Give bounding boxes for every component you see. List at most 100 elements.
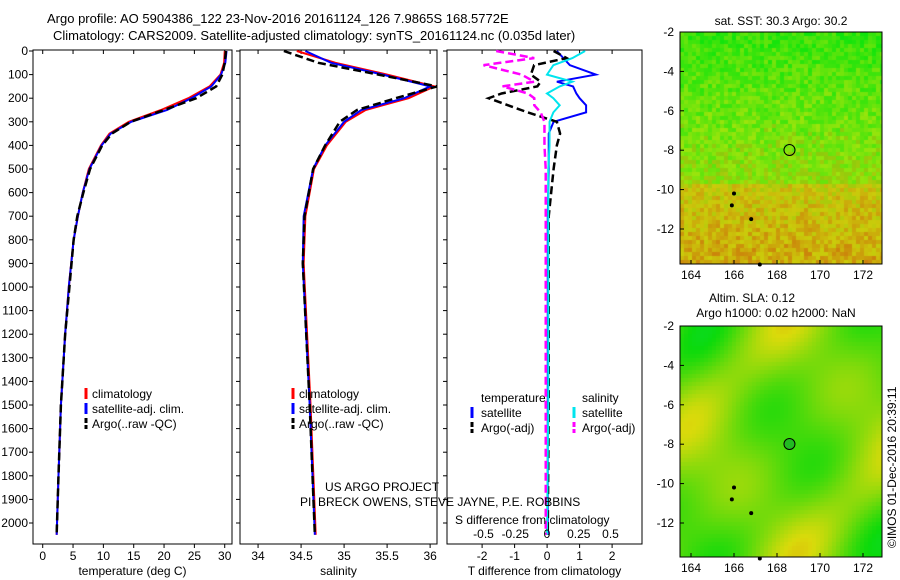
s-tick-label: 0.25 [567, 527, 591, 541]
x-tick-label: 30 [218, 549, 232, 563]
y-tick-label: 900 [8, 256, 28, 270]
island-marker [732, 191, 736, 196]
island-marker [729, 203, 734, 208]
series-line-s-satellite [545, 50, 586, 535]
series-line-t-argo-adj- [484, 49, 571, 535]
legend-label: Argo(..raw -QC) [299, 417, 384, 431]
y-tick-label: 1400 [1, 374, 28, 388]
island-marker [749, 511, 754, 516]
map-y-tick-label: -12 [657, 222, 675, 236]
legend-label: satellite [582, 406, 623, 420]
series-line-s-argo-adj- [483, 49, 547, 535]
island-marker [757, 262, 762, 267]
map-y-tick-label: -6 [663, 104, 674, 118]
x-tick-label: -2 [477, 549, 488, 563]
sst-map [680, 32, 882, 264]
legend-label: Argo(-adj) [481, 421, 534, 435]
map-x-tick-label: 164 [681, 561, 701, 575]
y-tick-label: 1300 [1, 351, 28, 365]
x-tick-label: 20 [157, 549, 171, 563]
x-tick-label: 25 [188, 549, 202, 563]
series-line-argo-raw-qc- [283, 49, 438, 535]
x-tick-label: 36 [423, 549, 437, 563]
map-frame [679, 325, 883, 558]
plot-frame-2 [446, 49, 643, 545]
series-line-argo-raw-qc- [55, 50, 228, 535]
map-title: sat. SST: 30.3 Argo: 30.2 [715, 14, 848, 28]
plot-frame-0 [32, 49, 233, 545]
x-tick-label: -1 [509, 549, 520, 563]
pi-text: PI: BRECK OWENS, STEVE JAYNE, P.E. ROBBI… [300, 495, 580, 509]
map-y-tick-label: -2 [663, 25, 674, 39]
s-tick-label: -0.5 [473, 527, 494, 541]
map-x-tick-label: 164 [681, 268, 701, 282]
y-tick-label: 0 [21, 44, 28, 58]
x-tick-label: 0 [39, 549, 46, 563]
x-tick-label: 5 [70, 549, 77, 563]
legend-label: climatology [92, 387, 152, 401]
map-x-tick-label: 166 [724, 268, 744, 282]
legend-label: satellite-adj. clim. [299, 402, 391, 416]
y-tick-label: 700 [8, 209, 28, 223]
x-tick-label: 1 [576, 549, 583, 563]
map-y-tick-label: -8 [663, 437, 674, 451]
map-subtitle: Argo h1000: 0.02 h2000: NaN [696, 306, 855, 320]
series-line-climatology [55, 50, 226, 535]
map-y-tick-label: -4 [663, 64, 674, 78]
legend-label: Argo(..raw -QC) [92, 417, 177, 431]
y-tick-label: 1100 [2, 304, 28, 318]
x-axis-label: salinity [320, 564, 357, 578]
x-tick-label: 10 [97, 549, 111, 563]
s-tick-label: -0.25 [502, 527, 530, 541]
credit-text: US ARGO PROJECT [325, 480, 440, 494]
series-line-satellite-adj-clim- [55, 50, 228, 535]
x-tick-label: 35 [337, 549, 351, 563]
y-tick-label: 1700 [1, 445, 28, 459]
y-tick-label: 2000 [1, 516, 28, 530]
y-tick-label: 1000 [1, 280, 28, 294]
map-x-tick-label: 172 [853, 561, 873, 575]
y-tick-label: 1900 [1, 492, 28, 506]
x-tick-label: 34 [251, 549, 265, 563]
map-y-tick-label: -6 [663, 398, 674, 412]
title-line2: Climatology: CARS2009. Satellite-adjuste… [53, 28, 576, 43]
map-x-tick-label: 170 [810, 561, 830, 575]
y-tick-label: 1500 [1, 398, 28, 412]
map-y-tick-label: -8 [663, 143, 674, 157]
y-tick-label: 1600 [1, 422, 28, 436]
plot-frame-1 [239, 49, 438, 545]
y-tick-label: 1800 [1, 469, 28, 483]
series-line-satellite-adj-clim- [301, 50, 434, 535]
s-tick-label: 0 [544, 527, 551, 541]
x-tick-label: 35.5 [375, 549, 399, 563]
x-axis-label: T difference from climatology [468, 564, 622, 578]
map-frame [679, 31, 883, 265]
legend-label: satellite-adj. clim. [92, 402, 184, 416]
map-y-tick-label: -10 [657, 477, 675, 491]
y-tick-label: 500 [8, 162, 28, 176]
map-y-tick-label: -2 [663, 319, 674, 333]
x-axis-label: temperature (deg C) [78, 564, 186, 578]
map-x-tick-label: 168 [767, 561, 787, 575]
timestamp-stamp: ©IMOS 01-Dec-2016 20:39:11 [885, 386, 899, 548]
map-x-tick-label: 168 [767, 268, 787, 282]
x-tick-label: 34.5 [289, 549, 313, 563]
legend-title-salinity: salinity [582, 391, 619, 405]
legend-label: satellite [481, 406, 522, 420]
map-y-tick-label: -10 [657, 183, 675, 197]
sla-map [680, 326, 882, 557]
island-marker [729, 497, 734, 502]
x-tick-label: 0 [544, 549, 551, 563]
series-line-t-satellite [546, 50, 600, 535]
map-x-tick-label: 170 [810, 268, 830, 282]
y-tick-label: 800 [8, 233, 28, 247]
map-x-tick-label: 172 [853, 268, 873, 282]
y-tick-label: 400 [8, 138, 28, 152]
title-line1: Argo profile: AO 5904386_122 23-Nov-2016… [47, 11, 509, 26]
argo-position-marker [783, 438, 796, 451]
map-y-tick-label: -4 [663, 358, 674, 372]
map-x-tick-label: 166 [724, 561, 744, 575]
island-marker [749, 217, 754, 222]
island-marker [732, 485, 736, 490]
